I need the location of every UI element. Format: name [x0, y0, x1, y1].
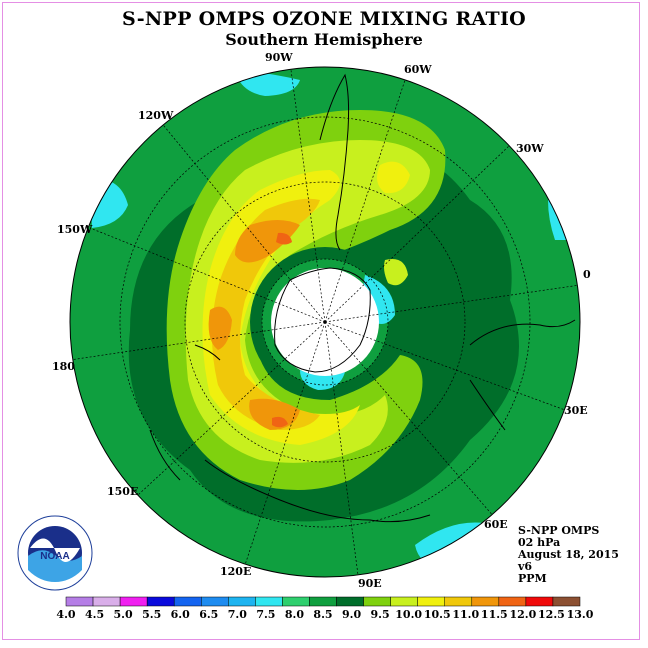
- colorbar-swatch: [146, 596, 175, 607]
- lon-label-150w: 150W: [57, 223, 93, 236]
- info-instrument: S-NPP OMPS: [518, 524, 600, 537]
- map-border: [69, 66, 581, 578]
- colorbar-swatch: [255, 596, 283, 607]
- plot-frame: [2, 2, 640, 640]
- colorbar-swatch: [119, 596, 148, 607]
- lon-label-180: 180: [52, 360, 75, 373]
- ozone-field: [70, 67, 580, 577]
- noaa-logo: NOAA: [17, 515, 93, 591]
- info-version: v6: [518, 560, 533, 573]
- colorbar-swatch: [92, 596, 121, 607]
- colorbar-swatch: [173, 596, 202, 607]
- colorbar-swatch: [390, 596, 418, 607]
- lon-label-120e: 120E: [220, 565, 251, 578]
- product-info: S-NPP OMPS 02 hPa August 18, 2015 v6 PPM: [518, 525, 619, 585]
- lon-label-60e: 60E: [484, 518, 508, 531]
- colorbar-tick-label: 9.5: [371, 608, 390, 621]
- colorbar-tick-label: 7.0: [228, 608, 247, 621]
- lon-label-120w: 120W: [138, 109, 174, 122]
- colorbar-tick-label: 6.0: [171, 608, 190, 621]
- colorbar-tick-label: 4.0: [56, 608, 75, 621]
- colorbar-swatch: [525, 596, 554, 607]
- colorbar-swatch: [282, 596, 310, 607]
- colorbar-swatch: [417, 596, 445, 607]
- lon-label-0: 0: [583, 268, 591, 281]
- colorbar-tick-label: 12.5: [538, 608, 565, 621]
- colorbar-swatch: [498, 596, 527, 607]
- lon-label-60w: 60W: [404, 63, 432, 76]
- colorbar-tick-label: 10.5: [424, 608, 451, 621]
- lon-label-150e: 150E: [107, 485, 138, 498]
- lon-label-90e: 90E: [358, 577, 382, 590]
- coastlines: [149, 73, 576, 523]
- colorbar-swatch: [552, 596, 581, 607]
- colorbar-tick-label: 7.5: [256, 608, 275, 621]
- colorbar-tick-label: 13.0: [567, 608, 594, 621]
- colorbar-tick-label: 6.5: [199, 608, 218, 621]
- info-level: 02 hPa: [518, 536, 561, 549]
- noaa-logo-text: NOAA: [40, 551, 69, 562]
- lon-label-90w: 90W: [265, 51, 293, 64]
- colorbar-swatch: [471, 596, 500, 607]
- colorbar-tick-label: 11.5: [481, 608, 508, 621]
- colorbar-tick-label: 9.0: [342, 608, 361, 621]
- colorbar-swatch: [65, 596, 94, 607]
- colorbar-tick-label: 5.0: [114, 608, 133, 621]
- graticule: [70, 69, 580, 576]
- colorbar-swatch: [336, 596, 364, 607]
- colorbar-tick-label: 5.5: [142, 608, 161, 621]
- colorbar-swatch: [363, 596, 391, 607]
- colorbar-swatch: [309, 596, 337, 607]
- colorbar-swatch: [201, 596, 229, 607]
- colorbar-tick-label: 12.0: [509, 608, 536, 621]
- map-subtitle: Southern Hemisphere: [225, 30, 423, 49]
- info-date: August 18, 2015: [518, 548, 619, 561]
- south-pole-marker: [323, 320, 327, 324]
- colorbar-tick-label: 8.0: [285, 608, 304, 621]
- colorbar-swatch: [444, 596, 473, 607]
- colorbar: 4.0 4.5 5.0 5.5 6.0 6.5 7.0 7.5 8.0 8.5 9.0 9.5 10.0…: [56, 596, 594, 621]
- map-title: S-NPP OMPS OZONE MIXING RATIO: [121, 8, 527, 30]
- info-unit: PPM: [518, 572, 547, 585]
- colorbar-tick-label: 8.5: [313, 608, 332, 621]
- lon-label-30e: 30E: [564, 404, 588, 417]
- colorbar-tick-label: 10.0: [395, 608, 422, 621]
- colorbar-tick-label: 4.5: [85, 608, 104, 621]
- colorbar-tick-label: 11.0: [452, 608, 479, 621]
- colorbar-swatch: [228, 596, 256, 607]
- lon-label-30w: 30W: [516, 142, 544, 155]
